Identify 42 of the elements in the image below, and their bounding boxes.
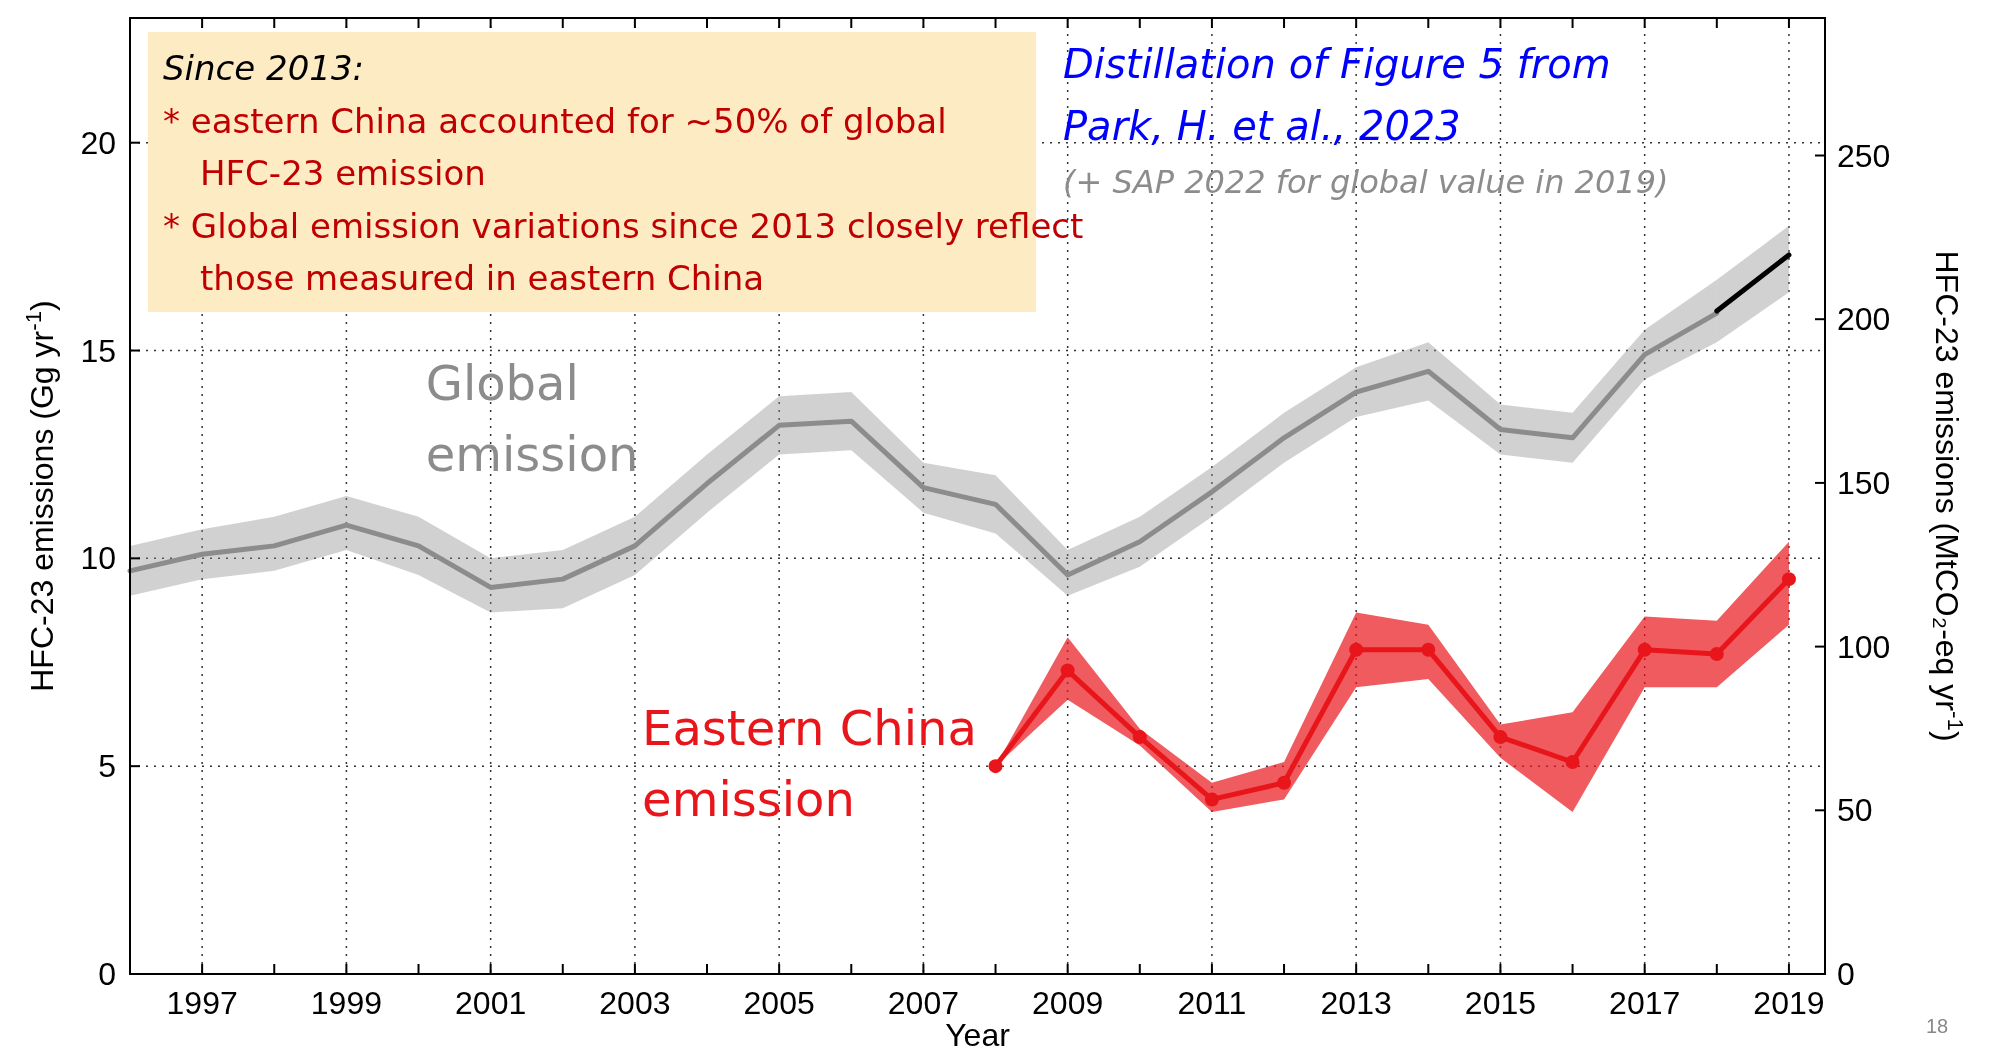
annotation: * eastern China accounted for ~50% of global HFC-23 emission: [163, 101, 947, 193]
x-tick-label: 2003: [599, 985, 671, 1021]
x-tick-label: 2013: [1320, 985, 1392, 1021]
x-tick-label: 2017: [1609, 985, 1681, 1021]
y2-tick-label: 100: [1837, 628, 1891, 665]
point: [1277, 775, 1292, 790]
annotation: * Global emission variations since 2013 closely reflect those measured in eastern China: [163, 206, 1084, 298]
annotation: Since 2013:: [163, 48, 364, 88]
y-tick-label: 15: [80, 332, 116, 369]
point: [1493, 730, 1508, 745]
x-tick-label: 2011: [1177, 985, 1247, 1021]
point: [1637, 642, 1652, 657]
x-tick-label: 2005: [743, 985, 815, 1021]
text: 18: [1926, 1015, 1949, 1037]
point: [988, 759, 1003, 774]
y2-tick-label: 150: [1837, 464, 1891, 501]
x-tick-label: 2009: [1032, 985, 1104, 1021]
y2-tick-label: 50: [1837, 792, 1873, 829]
point: [1204, 792, 1219, 807]
x-tick-label: 2001: [455, 985, 527, 1021]
point: [1781, 572, 1796, 587]
point: [1349, 642, 1364, 657]
point: [1421, 642, 1436, 657]
x-tick-label: 2015: [1464, 985, 1537, 1021]
point: [1060, 663, 1075, 678]
series-label: Global emission: [425, 355, 639, 483]
y-tick-label: 0: [98, 956, 116, 992]
annotation: Distillation of Figure 5 from Park, H. et al., 2023: [1063, 41, 1611, 149]
point: [1565, 755, 1580, 770]
y-tick-label: 10: [80, 540, 116, 577]
x-tick-label: 2019: [1753, 985, 1825, 1021]
annotation: (+ SAP 2022 for global value in 2019): [1063, 163, 1669, 201]
y-tick-label: 20: [80, 124, 116, 161]
y-tick-label: 5: [98, 748, 116, 785]
point: [1709, 646, 1724, 661]
point: [1132, 730, 1147, 745]
x-tick-label: 1997: [166, 985, 238, 1021]
y2-tick-label: 0: [1837, 956, 1855, 992]
y2-tick-label: 200: [1837, 301, 1891, 338]
x-tick-label: 1999: [310, 985, 382, 1021]
y2-tick-label: 250: [1837, 137, 1891, 174]
series-label: Eastern China emission: [642, 700, 977, 828]
